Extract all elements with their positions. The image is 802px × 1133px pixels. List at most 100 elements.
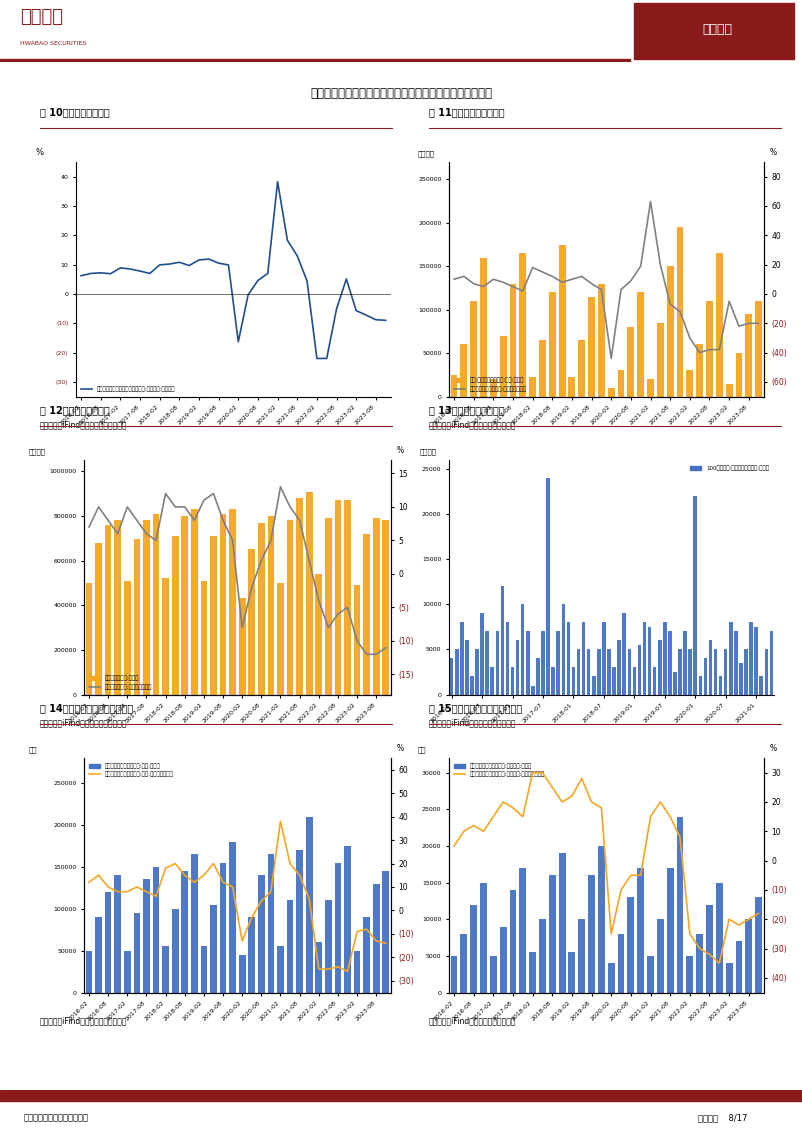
Bar [86,951,92,993]
Bar [569,952,575,993]
Bar [658,640,662,695]
Bar [759,676,763,695]
Bar [315,943,322,993]
Bar [578,340,585,397]
Bar [598,846,605,993]
Bar [529,377,536,397]
Bar [703,658,707,695]
Bar [696,344,703,397]
Bar [480,257,487,397]
Bar [678,649,682,695]
Bar [561,604,565,695]
Bar [745,919,752,993]
Bar [460,622,464,695]
Bar [549,875,556,993]
Bar [633,667,636,695]
Text: %: % [397,446,404,455]
Bar [638,645,642,695]
Bar [716,254,723,397]
Bar [569,377,575,397]
Text: 万平方米: 万平方米 [418,151,435,157]
Bar [608,387,614,397]
Bar [470,301,477,397]
Bar [296,499,303,695]
Bar [506,622,509,695]
Bar [627,327,634,397]
Bar [0,59,630,62]
Bar [755,627,758,695]
FancyBboxPatch shape [634,3,794,59]
Bar [598,283,605,397]
Bar [714,649,717,695]
Bar [143,879,150,993]
Bar [618,370,625,397]
Bar [755,897,762,993]
Bar [485,631,489,695]
Bar [546,478,550,695]
Bar [306,493,313,695]
Bar [277,582,284,695]
Bar [706,301,713,397]
Bar [152,867,160,993]
Text: %: % [35,148,43,157]
Bar [647,380,654,397]
Bar [526,631,529,695]
Bar [363,534,370,695]
Text: 资料来源：iFind，华宝证券研究创新部: 资料来源：iFind，华宝证券研究创新部 [40,420,128,429]
Bar [220,862,226,993]
Bar [239,598,245,695]
Text: 亿元: 亿元 [418,747,426,753]
Bar [657,323,664,397]
Bar [668,631,671,695]
Bar [608,963,614,993]
Bar [105,525,111,695]
Bar [500,586,504,695]
Bar [516,640,520,695]
Text: %: % [770,148,777,157]
Bar [602,622,606,695]
Bar [735,942,743,993]
Bar [588,297,595,397]
Bar [726,963,732,993]
Bar [627,897,634,993]
Bar [334,500,342,695]
Bar [200,946,207,993]
Bar [172,536,179,695]
Bar [286,901,294,993]
Bar [537,658,540,695]
Bar [729,622,732,695]
Bar [647,956,654,993]
Bar [354,585,360,695]
Bar [258,876,265,993]
Bar [465,640,468,695]
Bar [607,649,611,695]
Bar [549,292,556,397]
Bar [470,904,477,993]
Bar [699,676,702,695]
Bar [143,520,150,695]
Legend: 100大中城市:成交土地占地面积:当月值: 100大中城市:成交土地占地面积:当月值 [688,462,772,472]
Bar [491,667,494,695]
Bar [500,927,507,993]
Bar [210,904,217,993]
Text: 华宝证券    8/17: 华宝证券 8/17 [698,1114,747,1123]
Bar [572,667,575,695]
Bar [677,227,683,397]
Bar [115,520,121,695]
Bar [638,292,644,397]
Bar [325,901,332,993]
Text: 总的来说，宽松仍是房地产调控主旋律，房产持续修复中。: 总的来说，宽松仍是房地产调控主旋律，房产持续修复中。 [310,87,492,100]
Bar [618,640,621,695]
Text: %: % [770,744,777,753]
Bar [511,667,514,695]
Bar [249,550,255,695]
Bar [105,892,111,993]
Bar [249,917,255,993]
Bar [220,513,226,695]
Bar [666,868,674,993]
Bar [296,850,303,993]
Bar [383,520,389,695]
Bar [559,853,565,993]
Text: 万平方米: 万平方米 [29,449,46,455]
Bar [315,574,322,695]
